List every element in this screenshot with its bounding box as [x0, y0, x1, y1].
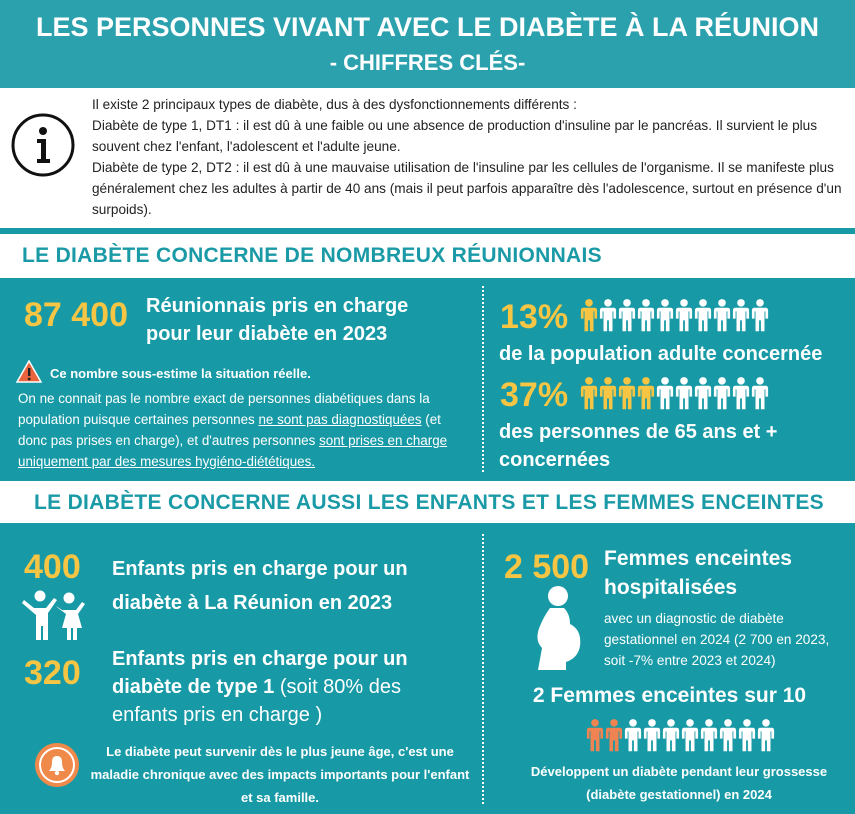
stat-label: Enfants pris en charge pour un diabète à… — [112, 558, 408, 614]
stat-value: 87 400 — [24, 296, 128, 334]
stat-value: 2 500 — [504, 548, 590, 586]
stat-value: 400 — [24, 548, 81, 586]
divider — [482, 534, 484, 804]
person-icon — [732, 377, 750, 410]
person-icon — [732, 299, 750, 332]
person-icon — [580, 299, 598, 332]
person-icon — [637, 299, 655, 332]
info-icon — [11, 113, 75, 177]
person-icon — [586, 719, 604, 752]
person-icon — [751, 299, 769, 332]
info-text: Diabète de type 1, DT1 : il est dû à une… — [92, 118, 818, 154]
person-icon — [656, 299, 674, 332]
ratio: 2 Femmes enceintes sur 10 — [532, 684, 807, 707]
person-icon — [719, 719, 737, 752]
person-icon — [599, 377, 617, 410]
person-icon — [675, 299, 693, 332]
ratio-note: Développent un diabète pendant leur gros… — [530, 764, 828, 802]
stat-label: Femmes enceintes hospitalisées — [604, 547, 792, 599]
person-icon — [738, 719, 756, 752]
alert: Le diabète peut survenir dès le plus jeu… — [90, 744, 470, 805]
stat-label: Enfants pris en charge pour un diabète d… — [112, 648, 408, 698]
person-icon — [694, 377, 712, 410]
person-icon — [675, 377, 693, 410]
section-band: LE DIABÈTE CONCERNE AUSSI LES ENFANTS ET… — [0, 481, 855, 523]
person-icon — [713, 299, 731, 332]
note: On ne connait pas le nombre exact de per… — [18, 388, 468, 472]
stat-value: 320 — [24, 654, 81, 692]
stat-label: des personnes de 65 ans et + concernées — [499, 421, 778, 471]
person-icon — [624, 719, 642, 752]
person-icon — [618, 299, 636, 332]
person-icon — [713, 377, 731, 410]
info-text: Il existe 2 principaux types de diabète,… — [92, 97, 577, 112]
header: LES PERSONNES VIVANT AVEC LE DIABÈTE À L… — [0, 0, 855, 88]
person-icon — [751, 377, 769, 410]
bell-icon — [35, 743, 79, 787]
warning: Ce nombre sous-estime la situation réell… — [50, 366, 311, 381]
person-icon — [694, 299, 712, 332]
person-icon — [618, 377, 636, 410]
person-icon — [681, 719, 699, 752]
note-emphasis: sont prises en charge uniquement par des… — [18, 433, 448, 469]
person-icon — [643, 719, 661, 752]
section-heading: LE DIABÈTE CONCERNE AUSSI LES ENFANTS ET… — [34, 491, 824, 514]
person-icon — [700, 719, 718, 752]
person-icon — [637, 377, 655, 410]
person-icon — [662, 719, 680, 752]
note-text: (et donc pas prises en charge), et d'aut… — [18, 412, 441, 448]
people-icons — [586, 719, 775, 752]
people-icons — [580, 299, 769, 332]
person-icon — [580, 377, 598, 410]
people-icons — [580, 377, 769, 410]
stat-value: 37% — [500, 376, 569, 414]
divider — [482, 286, 484, 472]
stat-value: 13% — [500, 298, 569, 336]
pregnant-icon — [537, 586, 581, 670]
stat-label: de la population adulte concernée — [499, 343, 823, 365]
stat-text: Enfants pris en charge pour un diabète d… — [112, 645, 452, 729]
stat-detail: (soit 80% des enfants pris en charge ) — [112, 676, 402, 726]
stat-label: Réunionnais pris en charge pour leur dia… — [146, 295, 409, 345]
note-emphasis: ne sont pas diagnostiquées — [258, 412, 422, 427]
section-heading: LE DIABÈTE CONCERNE DE NOMBREUX RÉUNIONN… — [22, 244, 602, 267]
warning-icon — [16, 360, 42, 383]
person-icon — [605, 719, 623, 752]
note-text: On ne connait pas le nombre exact de per… — [18, 391, 430, 427]
person-icon — [656, 377, 674, 410]
info-text: Diabète de type 2, DT2 : il est dû à une… — [92, 160, 842, 217]
subtitle: - CHIFFRES CLÉS- — [329, 50, 526, 75]
info-box: Il existe 2 principaux types de diabète,… — [0, 88, 855, 228]
title: LES PERSONNES VIVANT AVEC LE DIABÈTE À L… — [35, 12, 820, 42]
person-icon — [599, 299, 617, 332]
person-icon — [757, 719, 775, 752]
stat-detail: avec un diagnostic de diabète gestationn… — [604, 611, 830, 668]
section-band: LE DIABÈTE CONCERNE DE NOMBREUX RÉUNIONN… — [0, 234, 855, 278]
children-icon — [22, 590, 85, 640]
